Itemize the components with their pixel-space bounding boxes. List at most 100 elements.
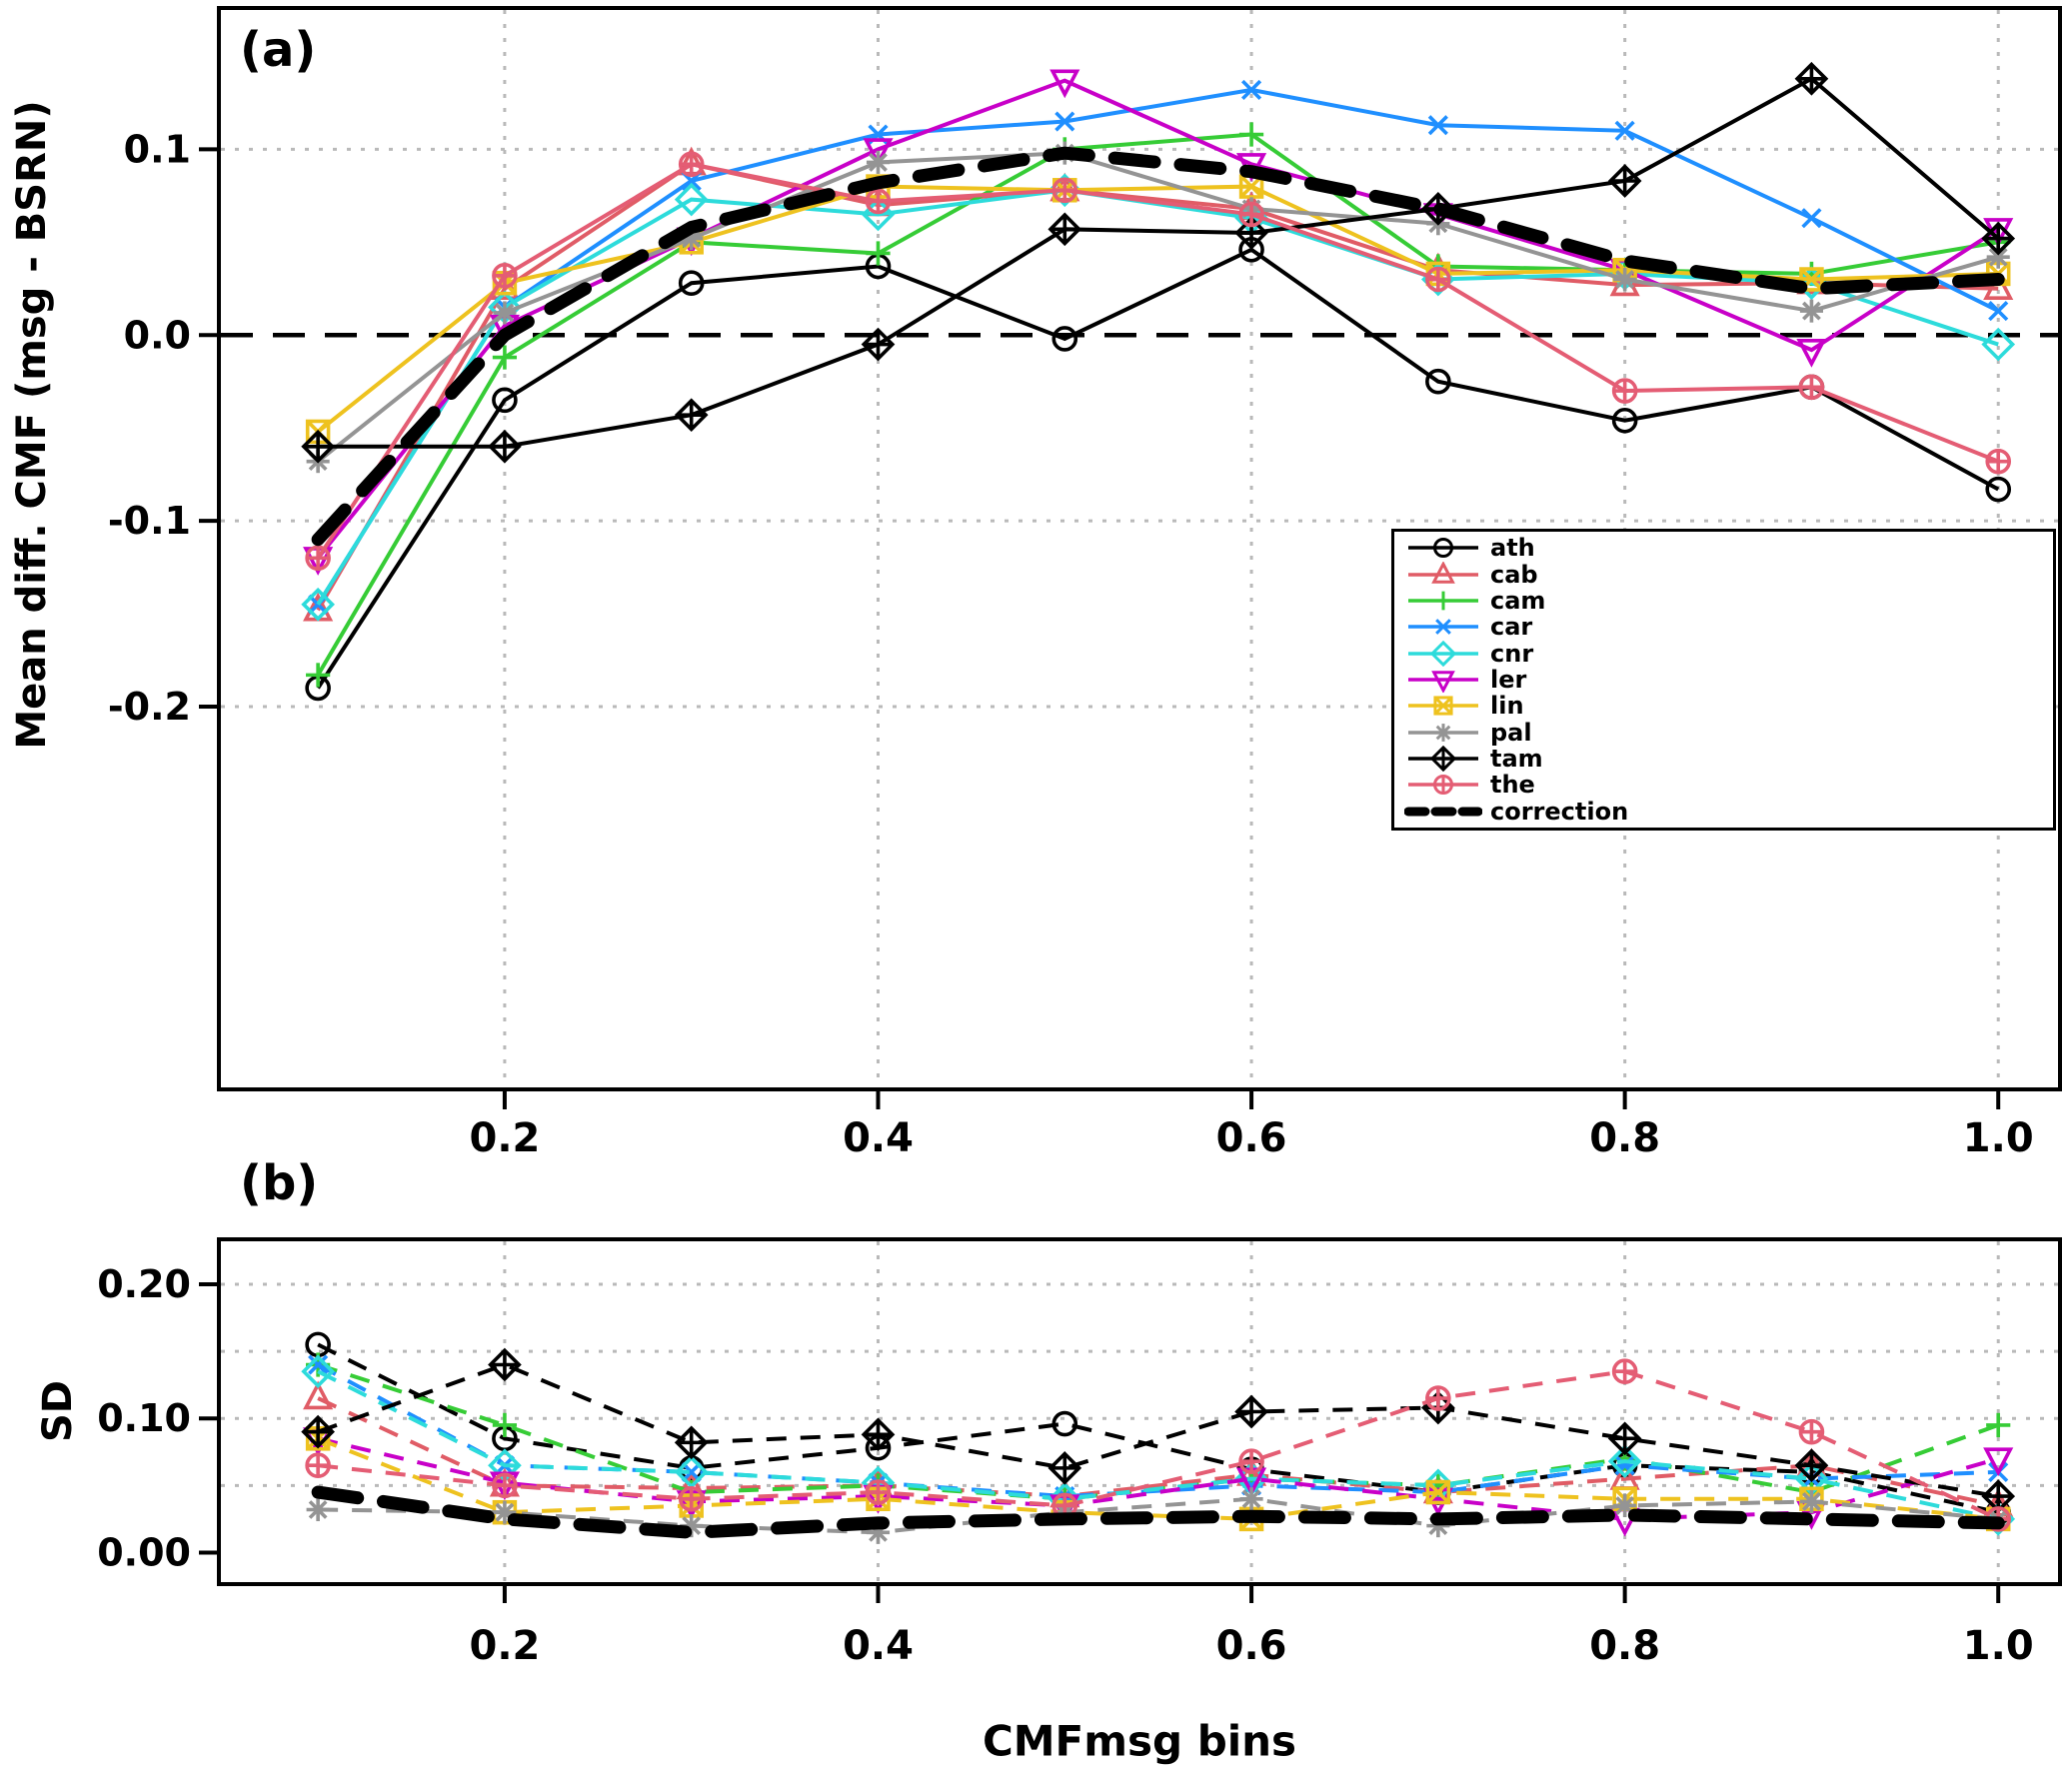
panel-b: 0.2 0.4 0.6 0.8 1.0 0.20 0.10 0.00 (97, 1237, 2062, 1669)
legend-label-correction: correction (1490, 797, 1629, 826)
diamond-plus-marker (861, 1417, 896, 1452)
y-tick-label: 0.00 (97, 1530, 191, 1574)
legend-entry-lin: lin (1404, 692, 2049, 720)
asterisk-marker (1799, 1489, 1823, 1513)
asterisk-marker (1239, 1487, 1263, 1511)
x-marker (1614, 120, 1635, 141)
asterisk-marker (1613, 267, 1637, 292)
x-marker (1988, 301, 2009, 322)
x-marker (1054, 111, 1075, 132)
plus-marker (492, 345, 518, 370)
panel-a-frame (217, 6, 2062, 1091)
panel-b-y-ticks: 0.20 0.10 0.00 (97, 1262, 219, 1574)
panel-a-series-the (305, 151, 2012, 572)
y-tick-label: -0.2 (108, 685, 191, 729)
legend-label-ath: ath (1490, 534, 1535, 563)
legend-entry-ler: ler (1404, 666, 2049, 694)
legend-label-the: the (1490, 771, 1535, 800)
legend-entry-correction: correction (1404, 797, 2049, 826)
x-marker (1801, 208, 1822, 229)
x-tick-label: 0.4 (843, 1623, 914, 1669)
diamond-plus-marker (861, 327, 896, 362)
legend-entry-cam: cam (1404, 586, 2049, 615)
circle-plus-marker (1238, 1448, 1264, 1474)
circle-plus-marker (1425, 266, 1451, 293)
legend-entry-pal: pal (1404, 719, 2049, 747)
panel-a-series-correction (311, 146, 2005, 547)
legend-sample-pal (1408, 723, 1478, 742)
legend-entry-ath: ath (1404, 534, 2049, 563)
x-marker (308, 1354, 329, 1375)
legend-sample-cab (1408, 561, 1478, 584)
panel-b-grid (221, 1241, 2058, 1582)
diamond-plus-marker (1047, 212, 1082, 247)
circle-plus-marker (1798, 374, 1825, 401)
legend-entry-cab: cab (1404, 560, 2049, 589)
triangle-down-marker (1431, 671, 1455, 693)
triangle-up-marker (303, 1380, 334, 1410)
circle-plus-marker (865, 188, 892, 215)
legend-sample-ath (1408, 538, 1478, 559)
panel-b-label: (b) (240, 1155, 319, 1211)
circle-marker (1051, 1410, 1078, 1437)
y-tick-label: 0.20 (97, 1262, 191, 1306)
x-tick-label: 0.6 (1216, 1623, 1287, 1669)
x-marker (1435, 619, 1451, 636)
x-tick-label: 1.0 (1963, 1115, 2034, 1161)
legend: ath cab cam car cnr ler lin pal tam the correction (1391, 529, 2056, 831)
y-tick-label: -0.1 (108, 499, 191, 543)
legend-entry-cnr: cnr (1404, 640, 2049, 668)
circle-plus-marker (492, 1472, 518, 1499)
panel-b-series-correction (311, 1485, 2005, 1539)
circle-plus-marker (865, 1479, 892, 1505)
diamond-plus-marker (1607, 164, 1642, 198)
legend-entry-tam: tam (1404, 745, 2049, 773)
legend-sample-correction (1404, 807, 1482, 817)
panel-b-series-cab (303, 1380, 2014, 1517)
plus-marker (866, 241, 891, 266)
circle-plus-marker (1433, 775, 1453, 796)
diamond-plus-marker (1794, 1448, 1829, 1483)
triangle-down-marker (1983, 1447, 2014, 1477)
y-axis-title-panel-a: Mean diff. CMF (msg - BSRN) (9, 100, 55, 750)
circle-plus-marker (678, 151, 705, 178)
x-marker (681, 1461, 702, 1482)
circle-marker (1051, 326, 1078, 352)
circle-marker (1985, 476, 2012, 503)
circle-plus-marker (492, 262, 518, 289)
circle-marker (1433, 538, 1453, 559)
circle-marker (1611, 407, 1638, 434)
panel-a: 0.2 0.4 0.6 0.8 1.0 0.1 0.0 -0.1 -0.2 (108, 6, 2062, 1161)
diamond-plus-marker (674, 398, 709, 433)
legend-sample-lin (1408, 696, 1478, 716)
circle-plus-marker (1798, 1418, 1825, 1445)
plus-marker (1986, 1412, 2011, 1438)
asterisk-marker (1799, 299, 1823, 323)
legend-label-cam: cam (1490, 586, 1546, 615)
legend-label-cab: cab (1490, 560, 1538, 589)
plus-marker (306, 663, 331, 688)
legend-sample-car (1408, 619, 1478, 636)
panel-a-y-ticks: 0.1 0.0 -0.1 -0.2 (108, 127, 219, 729)
x-tick-label: 0.6 (1216, 1115, 1287, 1161)
y-tick-label: 0.1 (124, 127, 191, 171)
panel-a-grid (221, 10, 2058, 1087)
asterisk-marker (1434, 723, 1452, 742)
plus-marker (1433, 591, 1453, 611)
legend-sample-the (1408, 775, 1478, 796)
panel-b-series-the (305, 1358, 2012, 1532)
diamond-plus-marker (301, 429, 335, 464)
legend-label-car: car (1490, 613, 1533, 642)
x-tick-label: 1.0 (1963, 1623, 2034, 1669)
diamond-marker (301, 587, 335, 622)
circle-marker (1425, 368, 1451, 395)
asterisk-marker (493, 301, 517, 325)
diamond-plus-marker (488, 429, 522, 464)
plus-marker (1238, 122, 1264, 147)
circle-marker (492, 387, 518, 414)
circle-plus-marker (305, 1452, 331, 1479)
y-tick-label: 0.10 (97, 1396, 191, 1440)
triangle-up-marker (1431, 561, 1455, 584)
